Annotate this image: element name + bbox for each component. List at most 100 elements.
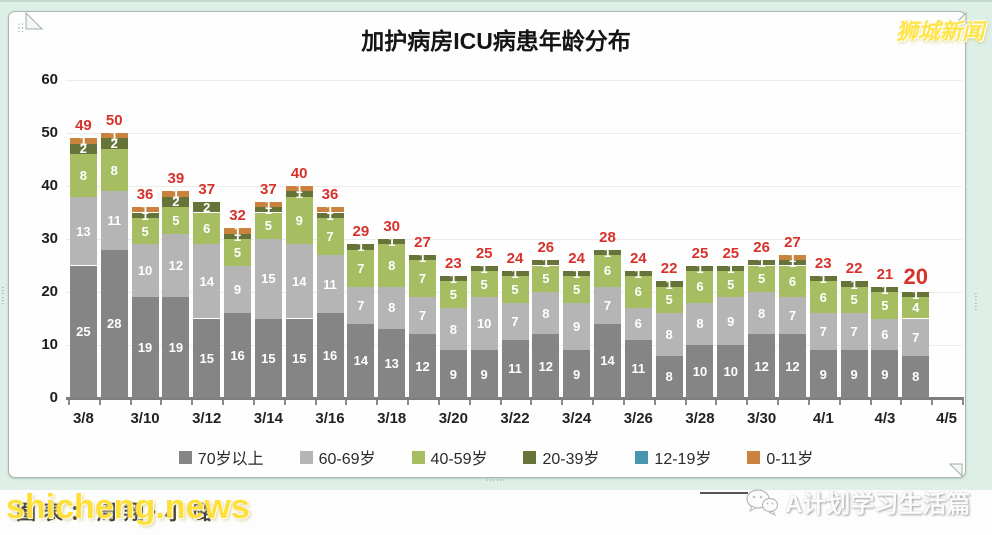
legend-swatch-icon [523,450,537,464]
bar-total-label: 20 [903,264,928,289]
x-axis-tick [407,400,410,405]
bar-segment-3/22: 5 [501,276,529,303]
bar-segment-3/24: 1 [563,267,591,280]
x-axis-tick [160,400,163,405]
bar-segment-value: 8 [757,305,766,321]
bar-segment-value: 1 [357,239,365,255]
bar-segment-value: 1 [912,287,920,303]
bar-segment-3/14: 15 [254,239,282,319]
x-axis-label: 3/8 [72,410,94,427]
x-axis-tick [962,400,964,405]
x-axis-tick [931,400,934,405]
bar-total-label: 22 [845,260,863,278]
bar-segment-3/9: 2 [100,137,128,150]
x-axis-tick [252,400,255,405]
bar-segment-value: 1 [850,276,858,292]
corner-fold-icon [947,12,967,31]
legend-item: 20-39岁 [523,445,599,469]
bar-segment-value: 7 [418,308,427,324]
bar-segment-value: 9 [573,318,581,334]
bar-segment-3/20: 5 [439,281,467,308]
x-axis-label: 3/12 [192,410,222,427]
bar-segment-value: 5 [542,271,550,287]
bar-segment-3/16: 11 [316,254,344,314]
gridline-60 [66,80,962,81]
bar-total-label: 24 [568,249,585,267]
bar-segment-4/4: 7 [902,318,930,356]
bar-segment-3/29: 9 [717,297,745,345]
bar-segment-3/18: 8 [378,286,406,330]
bar-segment-value: 8 [665,369,673,385]
bar-segment-value: 5 [850,292,858,308]
bar-segment-value: 11 [631,361,646,377]
bar-segment-3/12: 6 [193,212,221,245]
grip-dots-icon: ⋯⋯ [971,292,981,312]
bar-segment-4/1: 1 [809,272,837,285]
bar-segment-value: 1 [233,228,242,244]
bar-segment-3/26: 6 [624,307,652,340]
bar-segment-value: 16 [322,348,338,364]
bar-segment-value: 5 [480,276,488,292]
x-axis-tick [98,400,101,405]
bar-segment-3/26: 1 [624,267,652,280]
x-axis-tick [592,400,595,405]
bar-segment-value: 11 [508,361,522,377]
x-axis-label: 3/26 [623,410,653,427]
watermark-channel-text: A计划学习生活篇 [785,491,971,518]
bar-segment-value: 12 [754,358,769,374]
bar-total-label: 28 [599,228,616,246]
bar-total-label: 50 [105,112,123,129]
bar-segment-value: 6 [788,273,797,289]
bar-segment-3/14: 1 [254,203,282,216]
x-axis-tick [314,400,317,405]
x-axis-tick [530,400,533,405]
bar-segment-3/10: 1 [131,209,159,222]
bar-segment-value: 8 [388,257,396,273]
watermark-site: shicheng.news [6,488,250,526]
x-axis-tick [900,400,903,405]
bar-segment-value: 11 [323,276,337,292]
bar-segment-value: 19 [137,340,153,356]
bar-segment-3/25: 1 [593,246,621,259]
bar-segment-value: 5 [449,287,457,303]
bar-segment-value: 8 [696,316,704,332]
bar-segment-value: 5 [881,297,889,313]
bar-segment-3/13: 5 [224,239,252,266]
bar-total-label: 39 [167,170,185,188]
bar-total-label: 27 [414,233,431,251]
gridline-30 [66,239,962,240]
bar-segment-value: 9 [295,212,303,228]
bar-segment-3/14: 5 [254,212,282,239]
chart-title: 加护病房ICU病患年龄分布 [361,28,631,54]
bar-segment-3/30: 8 [748,292,776,335]
bar-total-label: 25 [475,244,493,262]
bar-segment-value: 7 [603,297,612,313]
bar-segment-3/31: 6 [778,265,806,298]
watermark-underline [700,492,748,494]
bar-segment-3/16: 1 [316,203,344,216]
wechat-icon [746,488,779,516]
bar-segment-3/12: 14 [193,244,221,319]
legend-label: 12-19岁 [654,451,712,468]
y-axis-label: 40 [41,177,58,194]
bar-segment-3/21: 1 [470,262,498,275]
bar-segment-value: 1 [665,276,673,292]
bar-segment-3/20: 1 [439,272,467,285]
bar-total-label: 25 [691,244,709,262]
bar-segment-3/24: 9 [563,350,591,398]
bar-segment-3/27: 8 [655,313,683,356]
x-axis-tick [715,400,718,405]
bar-segment-4/2: 1 [840,278,868,291]
bar-segment-3/18: 8 [378,244,406,287]
x-axis-label: 3/18 [377,410,407,427]
bar-segment-3/15: 1 [285,187,313,200]
bar-segment-value: 8 [449,321,457,337]
bar-segment-3/26: 11 [624,339,652,398]
bar-segment-3/31: 12 [778,334,806,398]
bar-segment-value: 1 [573,265,581,281]
bar-segment-3/8: 1 [69,134,97,147]
bar-segment-value: 1 [141,207,149,223]
x-axis-label: 4/3 [874,410,896,427]
bar-segment-value: 9 [727,313,735,329]
legend-label: 70岁以上 [197,451,264,468]
